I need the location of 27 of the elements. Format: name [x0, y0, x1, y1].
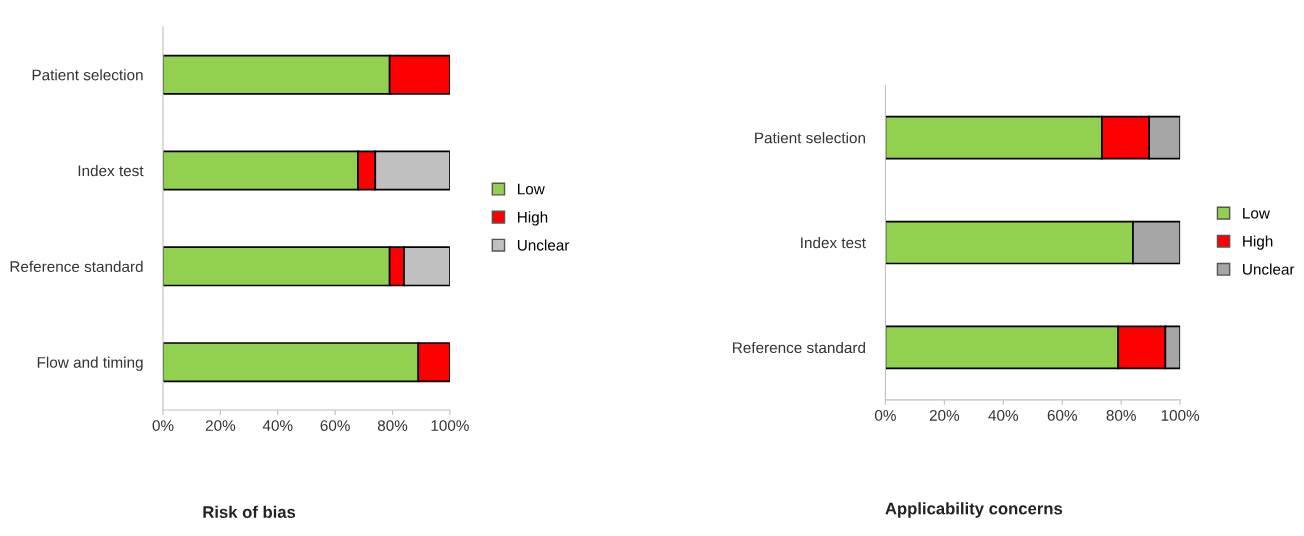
x-tick-label: 0%: [874, 409, 896, 421]
y-tick-label: Index test: [78, 164, 144, 177]
x-tick-label: 20%: [929, 409, 960, 421]
x-tick-label: 40%: [988, 409, 1019, 421]
x-tick-label: 20%: [205, 420, 236, 431]
y-tick-label: Patient selection: [755, 132, 865, 144]
x-tick-label: 100%: [1161, 409, 1200, 421]
x-tick-label: 60%: [320, 420, 350, 431]
y-tick-label: Flow and timing: [37, 356, 143, 371]
legend-label: Low: [518, 183, 545, 195]
y-tick-label: Reference standard: [10, 260, 143, 273]
y-tick-label: Index test: [801, 237, 866, 249]
text: Risk of bias: [203, 505, 296, 518]
legend-label: Low: [1243, 207, 1270, 219]
y-tick-label: Patient selection: [32, 69, 143, 81]
x-tick-label: 80%: [377, 420, 408, 431]
legend-label: High: [1243, 235, 1273, 250]
text: Applicability concerns: [885, 502, 1063, 518]
x-tick-label: 40%: [262, 420, 293, 431]
y-tick-label: Reference standard: [733, 341, 865, 354]
x-tick-label: 100%: [431, 420, 469, 431]
x-tick-label: 0%: [152, 420, 174, 431]
x-tick-label: 80%: [1106, 409, 1136, 421]
legend-label: Unclear: [517, 239, 570, 251]
legend-label: High: [518, 211, 548, 226]
x-tick-label: 60%: [1047, 409, 1077, 421]
legend-label: Unclear: [1243, 263, 1295, 275]
